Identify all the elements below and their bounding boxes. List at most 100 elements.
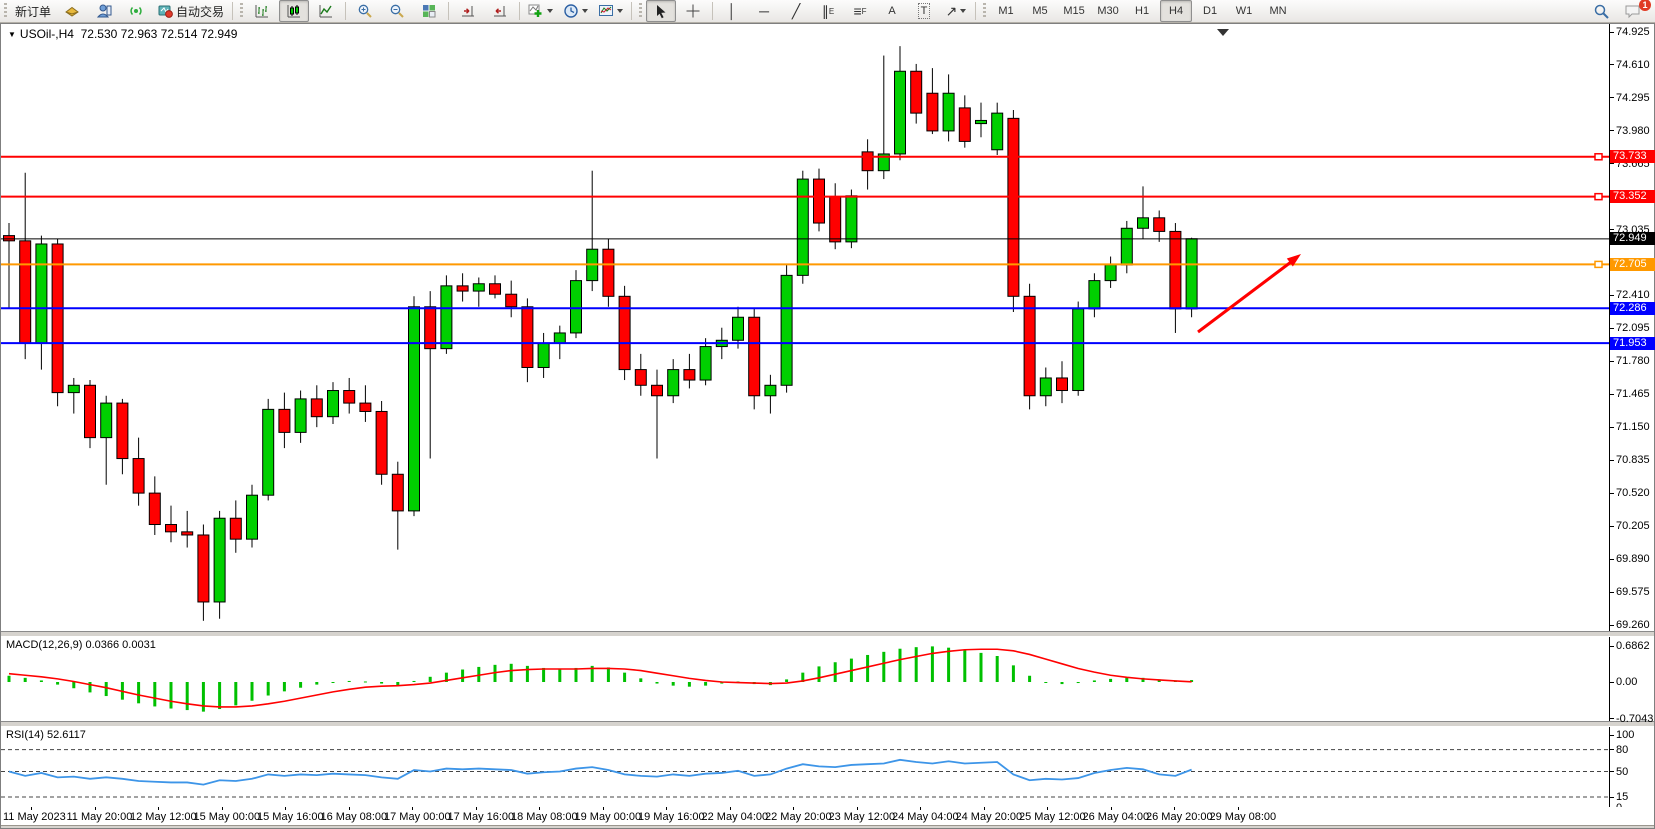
- timeframe-H4[interactable]: H4: [1160, 0, 1193, 22]
- templates-button[interactable]: [594, 0, 627, 22]
- trend-arrow-annotation[interactable]: [1197, 254, 1301, 334]
- bar-chart-view-button[interactable]: [247, 0, 277, 22]
- auto-trading-button[interactable]: 自动交易: [153, 0, 228, 22]
- macd-histogram-bar: [104, 682, 108, 697]
- macd-histogram-bar: [655, 682, 659, 684]
- tick-mark: [1610, 64, 1614, 66]
- vertical-line-tool-button[interactable]: │: [717, 0, 747, 22]
- cursor-tool-button[interactable]: [646, 0, 677, 22]
- zoom-in-icon: [358, 4, 372, 18]
- tick-mark: [1610, 771, 1614, 772]
- periods-button[interactable]: [559, 0, 592, 22]
- toolbar-right-group: 1: [1585, 0, 1651, 22]
- line-chart-view-button[interactable]: [311, 0, 341, 22]
- line-handle-square[interactable]: [1594, 260, 1603, 269]
- fibonacci-tool-button[interactable]: ≡ F: [845, 0, 875, 22]
- auto-scroll-button[interactable]: [453, 0, 483, 22]
- crosshair-tool-button[interactable]: [678, 0, 708, 22]
- candle-body: [343, 390, 356, 404]
- timeframe-MN[interactable]: MN: [1269, 5, 1287, 17]
- new-order-button[interactable]: 新订单: [11, 0, 55, 22]
- rsi-panel-canvas[interactable]: RSI(14) 52.6117: [1, 727, 1610, 807]
- rsi-axis[interactable]: 1008050150: [1610, 727, 1654, 814]
- panel-splitter[interactable]: [1, 721, 1654, 727]
- line-handle-square[interactable]: [1594, 153, 1603, 161]
- macd-histogram-bar: [1092, 680, 1096, 682]
- trendline-tool-button[interactable]: ╱: [781, 0, 811, 22]
- timeframe-W1[interactable]: W1: [1235, 5, 1253, 17]
- time-axis-label: 19 May 16:00: [638, 811, 705, 823]
- time-axis-label: 17 May 00:00: [384, 811, 451, 823]
- signals-button[interactable]: [121, 0, 151, 22]
- chart-shift-button[interactable]: [485, 0, 515, 22]
- cursor-icon: [657, 5, 666, 19]
- candle-body: [1007, 117, 1020, 297]
- macd-histogram-bar: [509, 663, 513, 682]
- data-window-button[interactable]: [89, 0, 119, 22]
- time-axis[interactable]: 11 May 2023 11 May 20:00 12 May 12:00 15 Ma…: [1, 807, 1654, 825]
- tick-mark: [1610, 624, 1614, 626]
- toolbar-grip[interactable]: [240, 3, 244, 19]
- tick-mark: [1610, 294, 1614, 296]
- label-tool-button[interactable]: T: [909, 0, 939, 22]
- chart-title-caret-icon[interactable]: ▼: [8, 30, 16, 39]
- chart-shift-marker-icon[interactable]: [1217, 29, 1229, 36]
- candle-body: [926, 92, 939, 132]
- panel-splitter[interactable]: [1, 631, 1654, 637]
- tick-mark: [1610, 130, 1614, 132]
- rsi-tick-label: 80: [1610, 744, 1628, 756]
- time-axis-label: 24 May 20:00: [955, 811, 1023, 823]
- timeframe-M1[interactable]: M1: [998, 5, 1014, 17]
- timeframe-D1[interactable]: D1: [1203, 5, 1218, 17]
- macd-histogram-bar: [331, 682, 335, 683]
- add-indicator-caret: [547, 9, 554, 13]
- zoom-in-button[interactable]: [350, 0, 380, 22]
- market-watch-button[interactable]: [57, 0, 87, 22]
- candlestick-view-button[interactable]: [279, 0, 310, 22]
- tick-mark: [1610, 360, 1614, 362]
- text-tool-button[interactable]: A: [877, 0, 907, 22]
- timeframe-M15[interactable]: M15: [1063, 5, 1085, 17]
- add-indicator-button[interactable]: [524, 0, 557, 22]
- time-axis-tick: [285, 807, 286, 810]
- tile-windows-button[interactable]: [414, 0, 444, 22]
- toolbar-grip[interactable]: [639, 3, 643, 19]
- chat-button[interactable]: 1: [1618, 0, 1651, 22]
- candle-body: [294, 398, 307, 433]
- timeframe-M30[interactable]: M30: [1097, 5, 1119, 17]
- price-chart-canvas[interactable]: ▼ USOil-,H4 72.530 72.963 72.514 72.949: [1, 24, 1610, 631]
- toolbar-grip[interactable]: [4, 3, 7, 19]
- fibonacci-letter: F: [861, 6, 867, 16]
- arrows-tool-button[interactable]: ↗: [941, 0, 971, 22]
- line-handle-square[interactable]: [1594, 192, 1603, 201]
- macd-histogram-bar: [7, 675, 11, 682]
- candle-body: [732, 316, 744, 341]
- auto-trading-label: 自动交易: [176, 4, 225, 19]
- timeframe-M5[interactable]: M5: [1032, 5, 1048, 17]
- horizontal-line-tool-button[interactable]: ─: [749, 0, 779, 22]
- toolbar-separator: [975, 2, 977, 20]
- candle-body: [1039, 377, 1052, 397]
- price-tick-label: 74.295: [1610, 92, 1650, 104]
- candle-body: [440, 285, 453, 350]
- zoom-out-button[interactable]: [382, 0, 412, 22]
- clock-icon: [564, 4, 578, 18]
- price-axis[interactable]: 74.925 74.610 74.295 73.980 73.665 73.035 72.4…: [1610, 24, 1655, 631]
- macd-histogram-bar: [1060, 682, 1064, 685]
- macd-histogram-bar: [88, 682, 92, 693]
- channel-tool-button[interactable]: ∥ E: [813, 0, 843, 22]
- rsi-label: RSI(14) 52.6117: [6, 729, 86, 741]
- timeframe-H1[interactable]: H1: [1135, 5, 1150, 17]
- candle-body: [1169, 230, 1182, 310]
- candle-body: [51, 243, 64, 394]
- macd-axis[interactable]: 0.6862 0.00 -0.7043: [1610, 637, 1654, 725]
- time-axis-label: 25 May 12:00: [1019, 811, 1086, 823]
- search-button[interactable]: [1586, 0, 1616, 22]
- time-axis-label: 15 May 16:00: [257, 811, 324, 823]
- candle-body: [35, 243, 48, 344]
- macd-histogram-bar: [315, 682, 319, 685]
- macd-panel-canvas[interactable]: MACD(12,26,9) 0.0366 0.0031: [1, 637, 1610, 721]
- price-tick-label: 71.150: [1610, 421, 1650, 433]
- macd-histogram-bar: [687, 682, 691, 687]
- toolbar-grip[interactable]: [983, 3, 987, 19]
